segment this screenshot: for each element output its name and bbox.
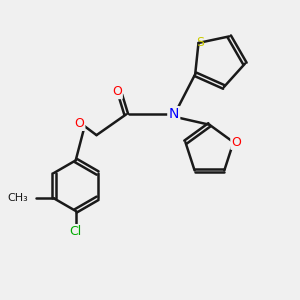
Text: S: S: [196, 36, 204, 50]
Text: O: O: [112, 85, 122, 98]
Text: O: O: [232, 136, 242, 149]
Text: Cl: Cl: [70, 225, 82, 238]
Text: CH₃: CH₃: [8, 193, 29, 203]
Text: O: O: [74, 117, 84, 130]
Text: N: N: [169, 107, 179, 121]
